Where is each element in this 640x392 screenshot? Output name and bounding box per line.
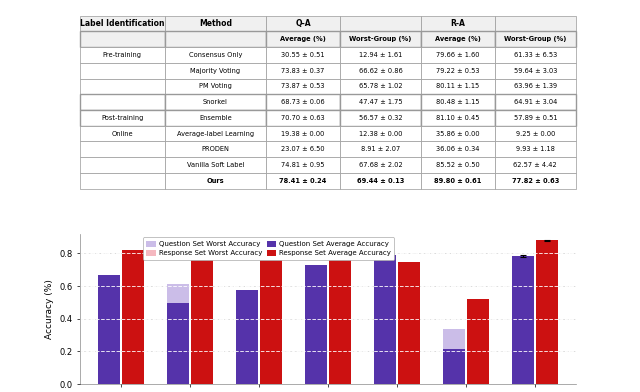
Legend: Question Set Worst Accuracy, Response Set Worst Accuracy, Question Set Average A: Question Set Worst Accuracy, Response Se… bbox=[143, 237, 394, 260]
Bar bbox=[305, 288, 327, 384]
Bar bbox=[236, 313, 258, 384]
Bar bbox=[443, 329, 465, 384]
Bar bbox=[536, 254, 557, 384]
Bar bbox=[374, 255, 396, 384]
Bar bbox=[99, 276, 120, 384]
Y-axis label: Accuracy (%): Accuracy (%) bbox=[45, 279, 54, 339]
Bar bbox=[167, 284, 189, 384]
Bar bbox=[467, 325, 489, 384]
Bar bbox=[398, 286, 420, 384]
Bar bbox=[511, 268, 534, 384]
Bar bbox=[329, 285, 351, 384]
Bar bbox=[374, 316, 396, 384]
Bar bbox=[122, 250, 145, 384]
Bar bbox=[536, 240, 557, 384]
Bar bbox=[467, 299, 489, 384]
Bar bbox=[236, 290, 258, 384]
Bar bbox=[99, 290, 120, 384]
Bar bbox=[167, 303, 189, 384]
Bar bbox=[260, 282, 282, 384]
Bar bbox=[191, 283, 213, 384]
Bar bbox=[511, 256, 534, 384]
Bar bbox=[122, 280, 145, 384]
Bar bbox=[191, 249, 213, 384]
Bar bbox=[398, 262, 420, 384]
Bar bbox=[443, 349, 465, 384]
Bar bbox=[329, 252, 351, 384]
Bar bbox=[305, 265, 327, 384]
Bar bbox=[260, 246, 282, 384]
